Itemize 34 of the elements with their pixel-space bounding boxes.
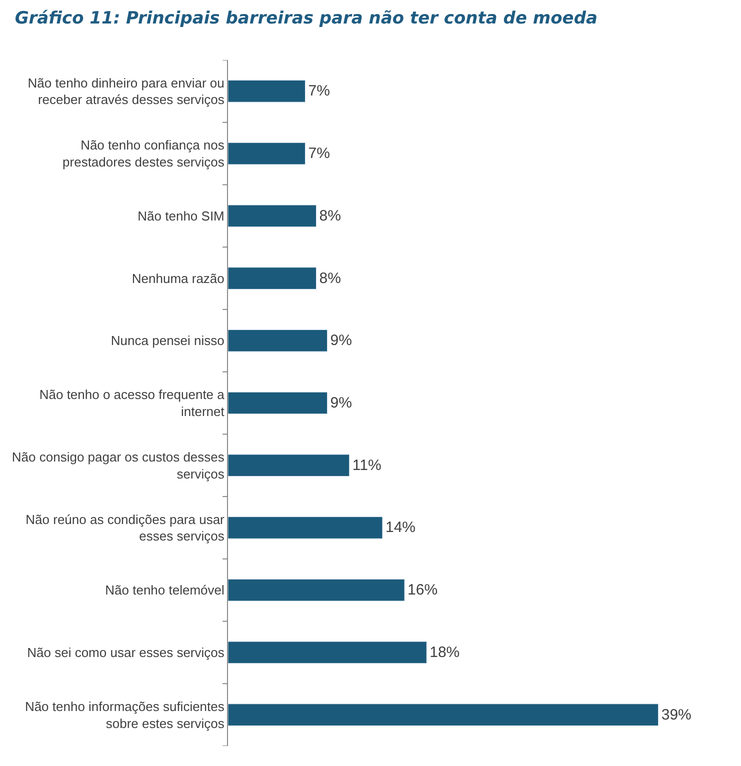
data-label: 8% bbox=[319, 207, 341, 224]
y-tick-label: Não tenho dinheiro para enviar ou receber através desses serviços bbox=[28, 75, 225, 108]
data-label: 9% bbox=[330, 332, 352, 350]
data-label: 8% bbox=[319, 270, 341, 287]
bar bbox=[228, 267, 317, 290]
data-label: 11% bbox=[352, 456, 382, 474]
y-tick-label: Não tenho telemóvel bbox=[105, 582, 225, 598]
data-label: 18% bbox=[430, 644, 460, 661]
y-tick-label: Não reúno as condições para usar esses serviços bbox=[26, 512, 226, 544]
bar bbox=[228, 454, 350, 477]
data-label: 14% bbox=[385, 519, 416, 536]
bar bbox=[228, 329, 328, 352]
data-label: 7% bbox=[308, 82, 330, 100]
y-tick-label: Não tenho informações suficientes sobre estes serviços bbox=[24, 698, 225, 731]
bar bbox=[228, 392, 328, 414]
y-tick-label: Não tenho SIM bbox=[138, 208, 224, 224]
bar bbox=[228, 641, 427, 664]
data-label: 9% bbox=[330, 394, 352, 412]
y-tick-label: Nunca pensei nisso bbox=[110, 333, 224, 348]
y-tick-label: Nenhuma razão bbox=[132, 270, 224, 286]
data-label: 7% bbox=[308, 145, 330, 162]
bar bbox=[228, 516, 383, 539]
chart-title: Gráfico 11: Principais barreiras para não ter conta de moeda bbox=[14, 8, 598, 28]
bar bbox=[228, 142, 306, 165]
y-tick-label: Não sei como usar esses serviços bbox=[27, 645, 225, 660]
y-tick-label: Não consigo pagar os custos desses serviços bbox=[12, 449, 225, 482]
y-tick-label: Não tenho o acesso frequente a internet bbox=[39, 387, 226, 419]
bar bbox=[228, 578, 405, 602]
bar bbox=[228, 204, 317, 228]
y-tick-label: Não tenho confiança nos prestadores destes serviços bbox=[62, 138, 225, 170]
bar bbox=[228, 80, 306, 102]
bar bbox=[228, 704, 659, 726]
data-label: 39% bbox=[661, 706, 692, 724]
data-label: 16% bbox=[408, 582, 438, 599]
